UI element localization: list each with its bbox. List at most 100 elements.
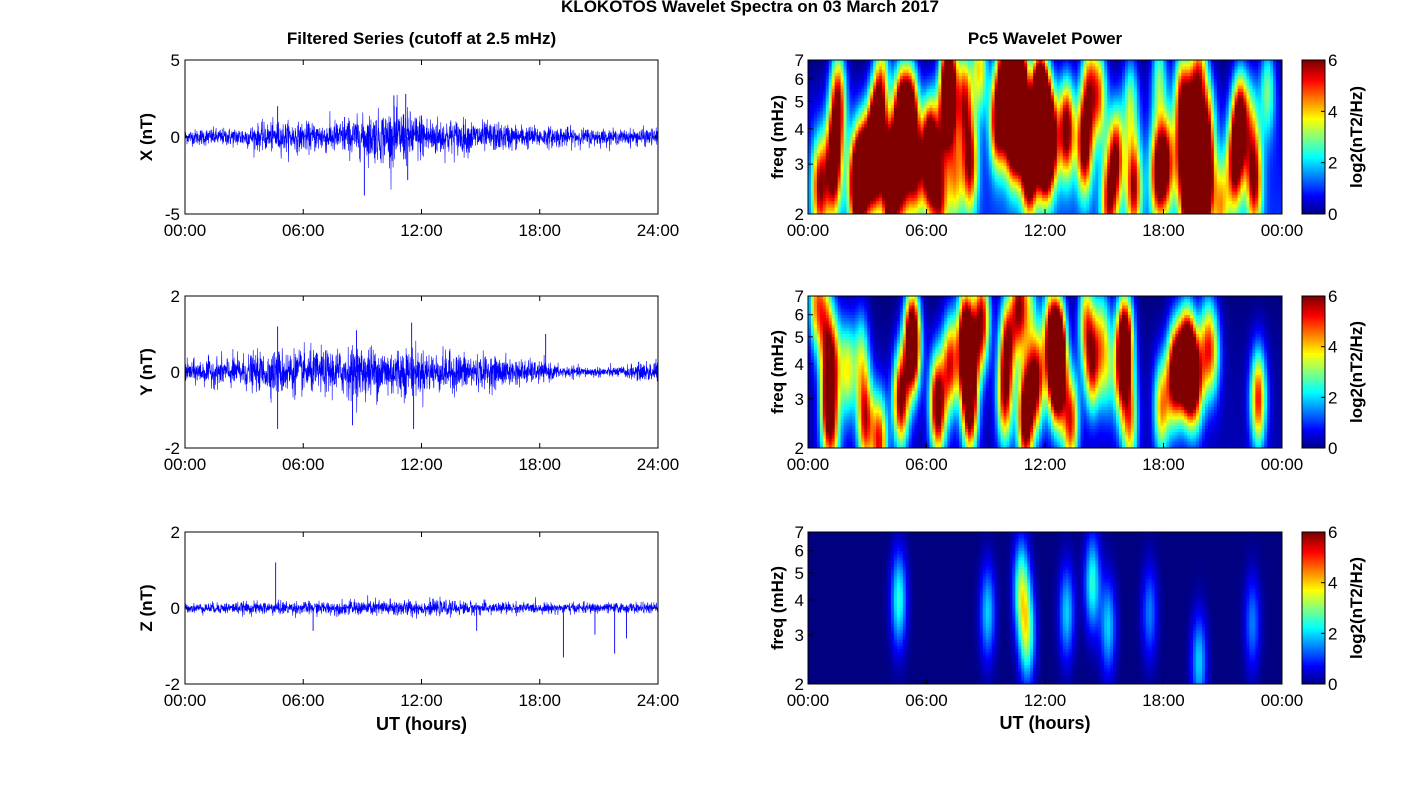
heatmap-cell	[855, 114, 859, 119]
heatmap-cell	[825, 153, 830, 157]
heatmap-cell	[843, 178, 847, 183]
heatmap-cell	[967, 137, 972, 141]
heatmap-cell	[1062, 60, 1067, 64]
heatmap-cell	[855, 108, 859, 112]
heatmap-cell	[976, 169, 981, 173]
heatmap-cell	[976, 153, 981, 157]
heatmap-cell	[861, 92, 865, 96]
heatmap-cell	[917, 156, 921, 160]
heatmap-cell	[997, 140, 1001, 144]
heatmap-cell	[896, 194, 901, 199]
heatmap-cell	[965, 191, 969, 196]
heatmap-cell	[808, 117, 812, 122]
heatmap-cell	[831, 114, 836, 119]
heatmap-cell	[864, 108, 868, 112]
heatmap-cell	[959, 92, 963, 96]
heatmap-cell	[994, 140, 998, 144]
heatmap-cell	[837, 130, 841, 135]
heatmap-cell	[855, 85, 859, 90]
heatmap-cell	[959, 117, 963, 122]
heatmap-cell	[893, 79, 898, 83]
heatmap-cell	[982, 197, 987, 202]
heatmap-cell	[976, 127, 981, 131]
heatmap-cell	[837, 117, 841, 122]
heatmap-cell	[959, 82, 963, 87]
heatmap-cell	[959, 178, 963, 183]
heatmap-cell	[867, 69, 871, 74]
heatmap-cell	[902, 191, 907, 196]
heatmap-cell	[887, 204, 892, 208]
heatmap-cell	[834, 79, 839, 83]
heatmap-cell	[973, 191, 978, 196]
heatmap-cell	[1042, 172, 1046, 176]
heatmap-cell	[852, 66, 856, 71]
heatmap-cell	[959, 172, 963, 176]
heatmap-cell	[917, 133, 921, 138]
heatmap-cell	[890, 69, 895, 74]
heatmap-cell	[935, 188, 939, 192]
heatmap-cell	[923, 82, 927, 87]
heatmap-cell	[985, 108, 990, 112]
heatmap-cell	[870, 185, 874, 189]
heatmap-cell	[991, 204, 996, 208]
heatmap-cell	[956, 169, 960, 173]
heatmap-cell	[834, 133, 839, 138]
heatmap-cell	[1000, 181, 1004, 186]
heatmap-cell	[1027, 117, 1031, 122]
heatmap-cell	[973, 79, 978, 83]
heatmap-cell	[1056, 60, 1061, 64]
heatmap-cell	[1098, 133, 1102, 138]
heatmap-cell	[1098, 111, 1102, 115]
heatmap-cell	[870, 101, 874, 106]
heatmap-cell	[1003, 172, 1007, 176]
heatmap-cell	[1033, 149, 1037, 154]
heatmap-cell	[1056, 92, 1061, 96]
heatmap-cell	[808, 191, 812, 196]
heatmap-cell	[899, 140, 904, 144]
heatmap-cell	[816, 165, 821, 170]
heatmap-cell	[876, 111, 880, 115]
heatmap-cell	[923, 188, 927, 192]
heatmap-cell	[1107, 104, 1111, 109]
heatmap-cell	[947, 124, 951, 128]
heatmap-cell	[849, 124, 853, 128]
heatmap-cell	[1080, 204, 1084, 208]
heatmap-cell	[950, 137, 954, 141]
heatmap-cell	[985, 175, 990, 180]
heatmap-cell	[896, 72, 901, 77]
heatmap-cell	[967, 146, 972, 151]
heatmap-cell	[905, 69, 910, 74]
heatmap-cell	[959, 120, 963, 125]
heatmap-cell	[1104, 92, 1108, 96]
heatmap-cell	[1071, 185, 1076, 189]
heatmap-cell	[1059, 172, 1064, 176]
ytick-label: 5	[171, 51, 180, 70]
heatmap-cell	[1062, 79, 1067, 83]
heatmap-cell	[938, 169, 942, 173]
heatmap-cell	[1098, 117, 1102, 122]
heatmap-cell	[973, 178, 978, 183]
heatmap-cell	[965, 95, 969, 99]
heatmap-cell	[1045, 79, 1049, 83]
heatmap-cell	[1083, 104, 1087, 109]
heatmap-cell	[813, 76, 818, 80]
heatmap-cell	[837, 188, 841, 192]
heatmap-cell	[1006, 66, 1010, 71]
heatmap-cell	[1006, 204, 1010, 208]
heatmap-cell	[1042, 156, 1046, 160]
heatmap-cell	[810, 98, 815, 103]
heatmap-cell	[837, 210, 841, 215]
heatmap-cell	[1024, 210, 1028, 215]
heatmap-cell	[1045, 197, 1049, 202]
heatmap-cell	[813, 191, 818, 196]
heatmap-cell	[840, 156, 844, 160]
heatmap-cell	[994, 60, 998, 64]
heatmap-cell	[1003, 140, 1007, 144]
heatmap-cell	[1015, 204, 1019, 208]
heatmap-cell	[905, 66, 910, 71]
heatmap-cell	[864, 204, 868, 208]
heatmap-cell	[1083, 194, 1087, 199]
heatmap-cell	[867, 194, 871, 199]
heatmap-cell	[914, 104, 919, 109]
heatmap-cell	[1080, 165, 1084, 170]
